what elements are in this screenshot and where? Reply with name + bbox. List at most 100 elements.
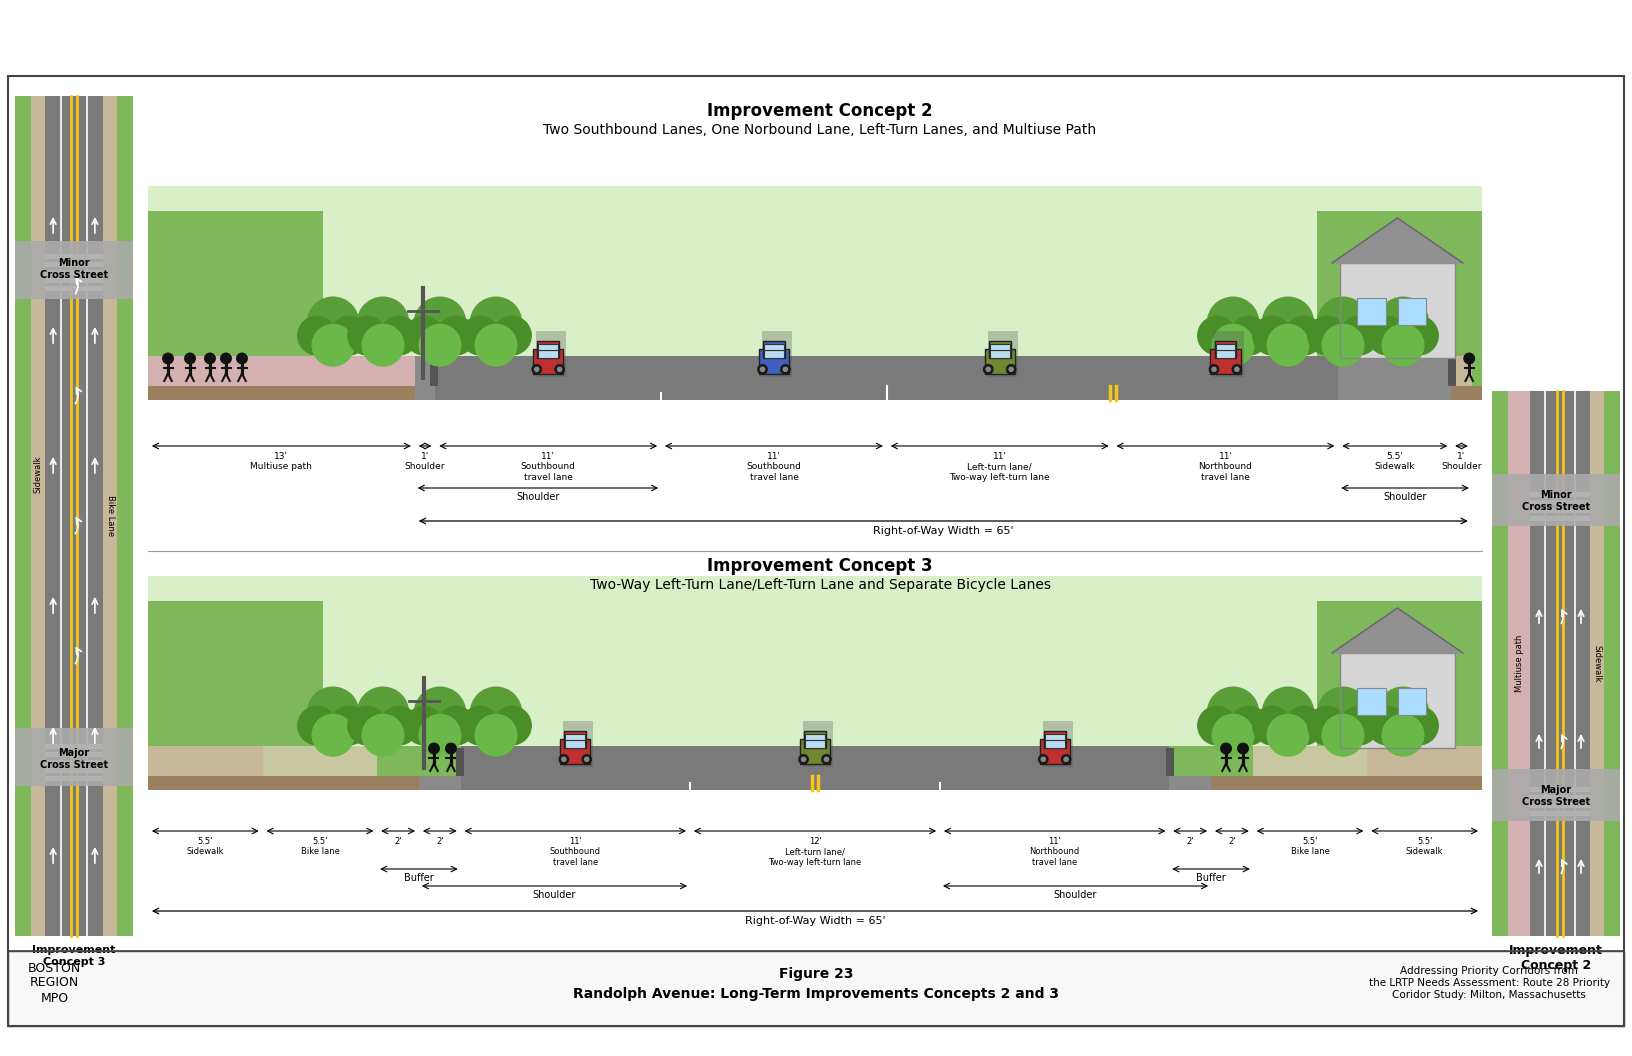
Circle shape (357, 687, 408, 738)
Circle shape (1198, 706, 1235, 744)
Circle shape (1237, 743, 1248, 754)
Bar (436, 342, 444, 358)
Text: Addressing Priority Corridors from
the LRTP Needs Assessment: Route 28 Priority
: Addressing Priority Corridors from the L… (1369, 966, 1611, 1000)
Bar (991, 344, 1010, 350)
Bar (455, 748, 463, 776)
Bar (1531, 492, 1590, 497)
Bar (1358, 689, 1386, 715)
Bar (1044, 731, 1066, 748)
Bar (1213, 332, 1244, 377)
Bar (419, 776, 460, 790)
Circle shape (1317, 297, 1369, 348)
Text: Multiuse path: Multiuse path (1514, 635, 1524, 692)
Circle shape (761, 367, 765, 372)
Circle shape (1340, 317, 1377, 355)
Bar (539, 344, 558, 350)
Bar (1399, 732, 1407, 748)
Text: BOSTON
REGION
MPO: BOSTON REGION MPO (28, 962, 82, 1004)
Bar (1043, 721, 1072, 767)
Circle shape (560, 755, 568, 763)
Bar (1358, 298, 1386, 325)
Bar (460, 746, 1170, 790)
Circle shape (184, 354, 196, 363)
Bar (563, 721, 594, 767)
Text: 2': 2' (1186, 837, 1195, 846)
Circle shape (1266, 324, 1309, 366)
Bar (1338, 356, 1451, 400)
Bar (377, 746, 460, 776)
Bar (886, 392, 888, 400)
Text: Improvement Concept 2: Improvement Concept 2 (707, 102, 934, 120)
Bar (46, 270, 103, 275)
Bar (1044, 734, 1064, 740)
Polygon shape (1332, 218, 1462, 263)
Bar (491, 342, 499, 358)
Text: 5.5'
Sidewalk: 5.5' Sidewalk (186, 837, 224, 856)
Circle shape (446, 743, 457, 754)
Circle shape (470, 687, 522, 738)
Bar (565, 734, 586, 740)
Bar (436, 732, 444, 748)
Bar (1397, 689, 1426, 715)
Bar (8, 951, 1624, 1026)
Circle shape (1198, 317, 1235, 355)
Text: Improvement Concept 3: Improvement Concept 3 (707, 557, 934, 576)
Text: Major
Cross Street: Major Cross Street (1523, 786, 1590, 807)
Circle shape (824, 757, 829, 761)
Bar (149, 186, 1482, 386)
Circle shape (357, 297, 408, 348)
Bar (537, 341, 560, 358)
Bar (1044, 740, 1064, 748)
Bar (989, 341, 1010, 358)
Bar (1368, 746, 1482, 776)
Text: 11'
Southbound
travel lane: 11' Southbound travel lane (746, 452, 801, 482)
Circle shape (1009, 367, 1013, 372)
Bar (1211, 348, 1240, 374)
Bar (1317, 211, 1482, 386)
Circle shape (297, 706, 336, 744)
Circle shape (1232, 364, 1242, 374)
Circle shape (475, 324, 517, 366)
Circle shape (237, 354, 248, 363)
Circle shape (380, 317, 418, 355)
Circle shape (1400, 317, 1438, 355)
Bar (1216, 350, 1235, 358)
Circle shape (460, 706, 499, 744)
Text: 11'
Left-turn lane/
Two-way left-turn lane: 11' Left-turn lane/ Two-way left-turn la… (950, 452, 1049, 482)
Circle shape (1231, 706, 1268, 744)
Circle shape (1213, 367, 1216, 372)
Bar (1451, 356, 1472, 386)
Bar (764, 344, 783, 350)
Bar (1397, 298, 1426, 325)
Bar (1531, 516, 1590, 521)
Bar (46, 262, 103, 267)
Circle shape (1368, 706, 1407, 744)
Bar (987, 332, 1018, 377)
Bar (15, 241, 132, 299)
Circle shape (1263, 297, 1314, 348)
Bar (764, 341, 785, 358)
Bar (1358, 689, 1386, 715)
Bar (1216, 344, 1235, 350)
Bar (330, 342, 336, 358)
Bar (537, 332, 566, 377)
Text: 12'
Left-turn lane/
Two-way left-turn lane: 12' Left-turn lane/ Two-way left-turn la… (769, 837, 862, 867)
Bar (46, 776, 103, 781)
Bar (103, 96, 118, 936)
Circle shape (823, 755, 831, 763)
Text: Two Southbound Lanes, One Norbound Lane, Left-Turn Lanes, and Multiuse Path: Two Southbound Lanes, One Norbound Lane,… (543, 122, 1097, 137)
Circle shape (1041, 757, 1046, 761)
Bar (46, 744, 103, 749)
Circle shape (800, 755, 808, 763)
Text: Figure 23: Figure 23 (778, 967, 854, 981)
Bar (15, 728, 132, 786)
Bar (565, 740, 586, 748)
Circle shape (1253, 317, 1291, 355)
Circle shape (1400, 706, 1438, 744)
Text: Right-of-Way Width = 65': Right-of-Way Width = 65' (744, 916, 885, 926)
Text: Randolph Avenue: Long-Term Improvements Concepts 2 and 3: Randolph Avenue: Long-Term Improvements … (573, 987, 1059, 1001)
Bar (689, 782, 690, 790)
Circle shape (555, 364, 565, 374)
Bar (1338, 342, 1346, 358)
Bar (1590, 391, 1604, 936)
